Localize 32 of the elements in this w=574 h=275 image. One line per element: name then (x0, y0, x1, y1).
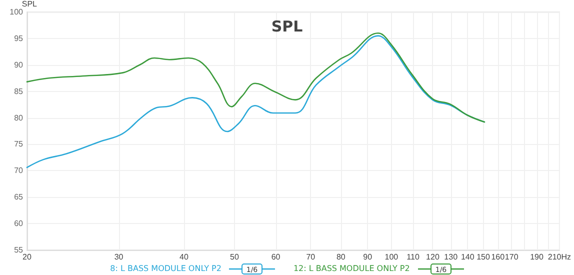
x-tick-label: 210Hz (548, 252, 571, 262)
x-tick-label: 40 (180, 252, 189, 262)
y-tick-label: 65 (14, 192, 24, 202)
y-tick-label: 95 (14, 34, 24, 43)
y-tick-label: 90 (14, 60, 24, 70)
y-axis-title: SPL (22, 0, 38, 8)
y-tick-label: 55 (14, 246, 24, 254)
chart-title: SPL (271, 18, 304, 36)
x-tick-label: 150 (476, 252, 490, 262)
x-tick-label: 160 (491, 252, 506, 262)
x-tick-label: 120 (426, 252, 440, 262)
x-tick-label: 170 (504, 252, 519, 262)
x-tick-label: 50 (230, 252, 240, 262)
y-tick-label: 75 (14, 140, 24, 149)
x-tick-label: 70 (306, 252, 316, 262)
x-tick-label: 20 (22, 252, 32, 262)
x-tick-label: 140 (460, 252, 475, 262)
x-tick-label: 60 (271, 252, 281, 262)
y-tick-label: 60 (14, 219, 24, 228)
text: 12: L BASS MODULE ONLY P2 (293, 264, 410, 273)
x-tick-label: 190 (530, 252, 544, 262)
x-tick-label: 90 (363, 252, 373, 262)
x-tick-label: 30 (114, 252, 124, 262)
text: 8: L BASS MODULE ONLY P2 (110, 264, 222, 273)
y-tick-label: 70 (14, 166, 24, 176)
x-tick-label: 80 (336, 252, 346, 262)
y-tick-label: 100 (10, 8, 24, 16)
x-tick-label: 100 (384, 252, 399, 262)
x-tick-label: 110 (406, 252, 420, 262)
y-tick-label: 85 (14, 86, 24, 96)
y-tick-label: 80 (14, 113, 24, 122)
x-tick-label: 130 (444, 252, 458, 262)
